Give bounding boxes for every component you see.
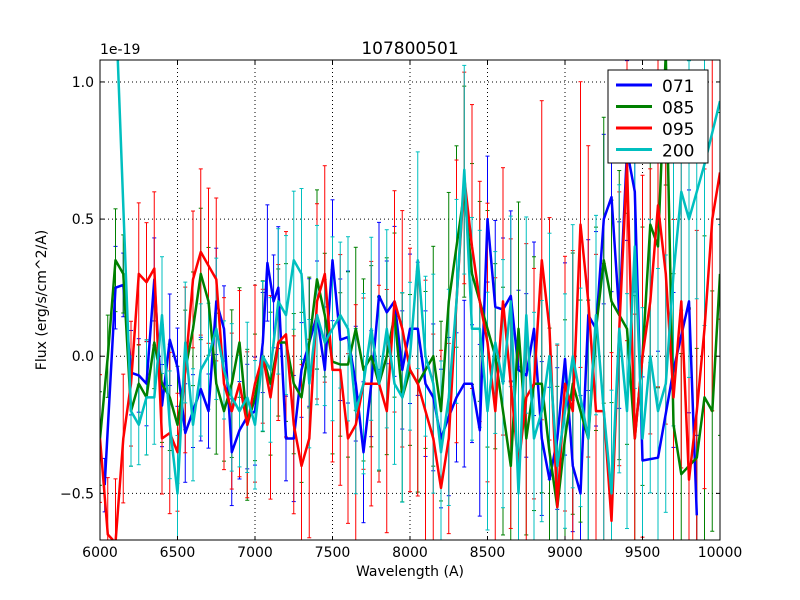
- y-tick-label: 0.0: [72, 349, 94, 365]
- legend-label-200: 200: [662, 142, 694, 162]
- legend-label-071: 071: [662, 77, 694, 97]
- series-line-200: [116, 60, 720, 495]
- x-tick-label: 9500: [625, 545, 661, 561]
- y-tick-label: 1.0: [72, 75, 94, 91]
- legend-label-085: 085: [662, 99, 694, 119]
- y-tick-label: 0.5: [72, 212, 94, 228]
- x-tick-label: 7500: [315, 545, 351, 561]
- y-scale-label: 1e-19: [100, 42, 140, 58]
- x-tick-label: 9000: [547, 545, 583, 561]
- x-tick-label: 6500: [160, 545, 196, 561]
- series-line-085: [100, 60, 720, 509]
- chart-title: 107800501: [361, 39, 458, 59]
- x-tick-label: 8500: [470, 545, 506, 561]
- ticks: 6000 6500 7000 7500 8000 8500 9000 9500 10000 −0.…: [60, 60, 742, 561]
- x-axis-label: Wavelength (A): [356, 564, 464, 580]
- y-tick-label: −0.5: [60, 486, 94, 502]
- legend-label-095: 095: [662, 120, 694, 140]
- y-axis-label: Flux (erg/s/cm^2/A): [34, 230, 50, 370]
- series-layer: [100, 60, 720, 540]
- x-tick-label: 8000: [392, 545, 428, 561]
- series-line-071: [103, 149, 699, 516]
- x-tick-label: 6000: [82, 545, 118, 561]
- x-tick-label: 7000: [237, 545, 273, 561]
- x-tick-label: 10000: [698, 545, 743, 561]
